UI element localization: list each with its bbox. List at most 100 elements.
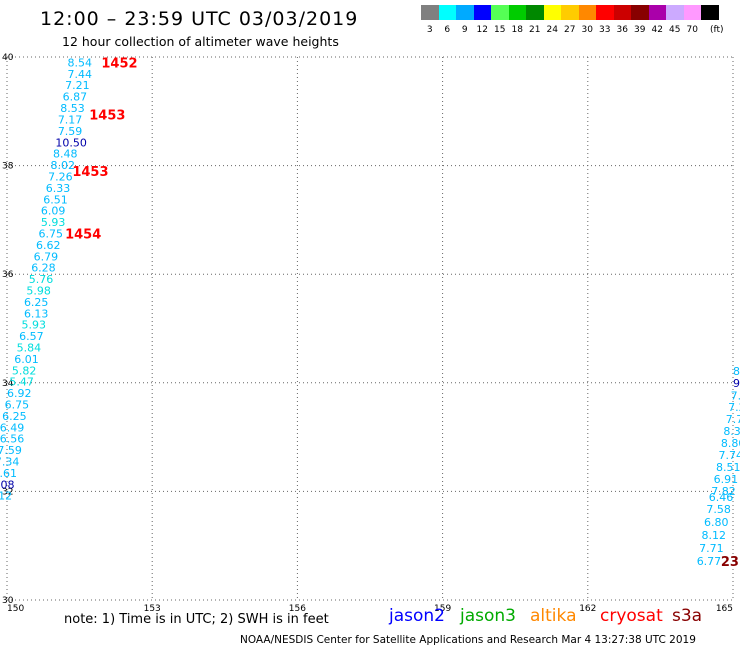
- legend-swatch: [631, 5, 649, 20]
- wave-height-value: 8.54: [68, 56, 93, 69]
- legend-label: 3: [426, 25, 433, 35]
- wave-height-value: 7.58: [706, 503, 731, 516]
- grid-lines: [6, 56, 734, 601]
- wave-height-value: 7.17: [58, 113, 83, 126]
- y-tick-label: 40: [2, 53, 14, 63]
- legend-label: 9: [461, 25, 468, 35]
- time-label: 1453: [89, 109, 125, 124]
- legend-label: 70: [686, 25, 698, 35]
- y-tick-label: 36: [2, 270, 14, 280]
- satellite-name-jason3: jason3: [460, 606, 516, 626]
- wave-height-value: 8: [733, 365, 740, 378]
- time-label: 1454: [65, 227, 101, 242]
- x-tick-label: 162: [579, 604, 596, 614]
- credit-footer: NOAA/NESDIS Center for Satellite Applica…: [240, 634, 696, 646]
- wave-height-value: 7.21: [65, 79, 90, 92]
- legend-label: 39: [634, 25, 646, 35]
- time-labels: 1452 1453 1453 1454 23: [65, 56, 739, 569]
- wave-height-value: 7.2: [728, 401, 740, 414]
- wave-height-value: 5.98: [26, 284, 51, 297]
- x-tick-label: 156: [289, 604, 306, 614]
- wave-height-value: 8.80: [721, 437, 740, 450]
- y-tick-label: 34: [2, 379, 14, 389]
- legend-label: 6: [444, 25, 451, 35]
- legend-swatch: [508, 5, 526, 20]
- wave-height-value: 6.87: [63, 91, 88, 104]
- legend-label: 36: [616, 25, 628, 35]
- wave-height-value: 8.12: [702, 529, 727, 542]
- wave-height-value: 6.13: [24, 307, 49, 320]
- wave-height-value: 5.47: [9, 376, 33, 389]
- legend-swatch: [456, 5, 474, 20]
- legend-swatch: [596, 5, 614, 20]
- wave-height-value: 6.25: [2, 410, 27, 423]
- wave-height-value: 6.75: [38, 227, 63, 240]
- legend-swatch: [683, 5, 701, 20]
- chart-title: 12:00 – 23:59 UTC 03/03/2019: [40, 8, 359, 30]
- legend-swatch: [701, 5, 719, 20]
- wave-height-value: 8.48: [53, 148, 77, 161]
- wave-height-value: 5.76: [29, 273, 53, 286]
- y-tick-label: 30: [2, 596, 14, 606]
- wave-height-value: 6.56: [0, 433, 24, 446]
- wave-height-value: 6.51: [43, 193, 68, 206]
- wave-height-value: 10.50: [55, 136, 87, 149]
- y-tick-label: 38: [2, 162, 14, 172]
- wave-height-value: 7.26: [48, 170, 73, 183]
- wave-height-value: 7.: [731, 389, 740, 402]
- wave-height-value: 7.44: [68, 68, 93, 81]
- data-points: 8.547.447.216.878.537.177.5910.508.488.0…: [0, 56, 740, 567]
- wave-height-value: 8.51: [716, 461, 740, 474]
- wave-height-value: 7.61: [0, 467, 17, 480]
- legend-label: 21: [529, 25, 541, 35]
- wave-height-value: 7.71: [699, 542, 724, 555]
- wave-height-value: 6.57: [19, 330, 43, 343]
- satellite-name-s3a: s3a: [672, 606, 703, 626]
- x-tick-label: 153: [144, 604, 161, 614]
- wave-height-value: 6.79: [34, 250, 59, 263]
- wave-height-value: 5.93: [22, 319, 47, 332]
- x-tick-label: 165: [716, 604, 733, 614]
- legend-swatch: [613, 5, 631, 20]
- legend-label: 15: [494, 25, 506, 35]
- wave-height-value: 8.39: [723, 425, 740, 438]
- legend-swatch: [543, 5, 561, 20]
- wave-height-value: 6.33: [46, 182, 71, 195]
- y-tick-label: 32: [2, 487, 13, 497]
- wave-height-value: 6.46: [709, 491, 734, 504]
- footnote: note: 1) Time is in UTC; 2) SWH is in fe…: [64, 612, 329, 627]
- legend-swatch: [578, 5, 596, 20]
- wave-height-value: 6.01: [14, 353, 39, 366]
- time-label: 1452: [101, 56, 137, 71]
- legend-label: 30: [581, 25, 593, 35]
- axis-ticks: 150 153 156 159 162 165 30 32 34 36 38 40: [2, 53, 733, 614]
- wave-height-value: 7.12: [0, 490, 12, 503]
- wave-height-value: 9: [733, 377, 740, 390]
- legend-label: 18: [511, 25, 523, 35]
- wave-height-value: 7.59: [0, 444, 22, 457]
- x-tick-label: 159: [434, 604, 451, 614]
- wave-height-value: 7.34: [0, 456, 19, 469]
- legend-label: 24: [546, 25, 558, 35]
- wave-height-value: 9.08: [0, 478, 15, 491]
- wave-height-value: 6.25: [24, 296, 49, 309]
- legend-swatch: [666, 5, 684, 20]
- legend-unit: (ft): [710, 25, 724, 35]
- legend-swatch: [438, 5, 456, 20]
- wave-height-value: 6.77: [697, 555, 722, 568]
- x-tick-label: 150: [7, 604, 24, 614]
- wave-height-value: 6.09: [41, 205, 66, 218]
- wave-height-value: 6.91: [714, 473, 739, 486]
- wave-height-value: 7.7: [726, 413, 740, 426]
- wave-height-value: 6.49: [0, 421, 24, 434]
- legend-swatch: [491, 5, 509, 20]
- wave-height-value: 8.53: [60, 102, 85, 115]
- legend-label: 42: [651, 25, 663, 35]
- satellite-name-jason2: jason2: [389, 606, 445, 626]
- time-label: 23: [721, 555, 739, 570]
- legend-label: 33: [599, 25, 611, 35]
- wave-height-value: 5.82: [12, 364, 37, 377]
- wave-height-value: 7.59: [58, 125, 83, 138]
- legend-label: 27: [564, 25, 576, 35]
